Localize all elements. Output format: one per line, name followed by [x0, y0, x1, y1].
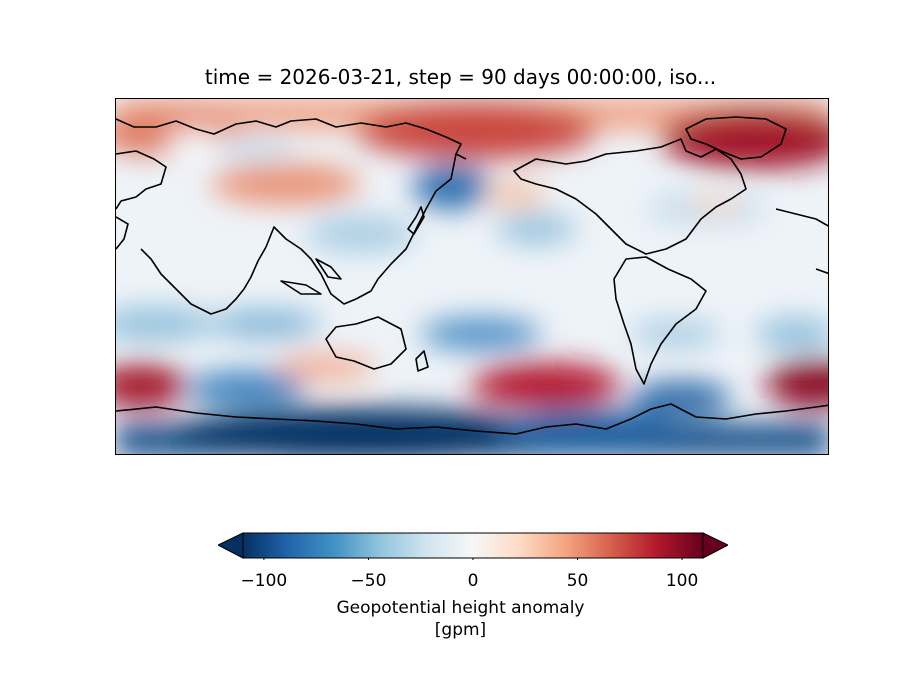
australia-coast: [325, 316, 407, 370]
anomaly-map: [116, 99, 828, 454]
colorbar-extend-min: [216, 532, 244, 559]
coastlines: [116, 116, 828, 435]
south-indian-negative-patch: [211, 310, 321, 338]
asia-positive-anomaly: [211, 164, 361, 204]
subtropic-negative-patch: [496, 215, 576, 243]
arctic-positive-anomaly: [356, 103, 596, 159]
australia-positive-patch: [276, 355, 376, 379]
sumatra-coast: [280, 280, 322, 295]
africa-north-coast: [775, 208, 828, 227]
plot-title: time = 2026-03-21, step = 90 days 00:00:…: [204, 65, 717, 89]
north-pacific-positive-patch: [486, 180, 546, 208]
colorbar-tick-label: 0: [467, 571, 479, 591]
japan-coast: [407, 206, 425, 235]
asia-negative-patch: [216, 135, 296, 163]
eurasia-north-coast: [116, 118, 467, 160]
south-atlantic-negative-patch: [756, 318, 828, 350]
south-asia-coast: [140, 248, 245, 315]
north-pacific-negative-anomaly: [413, 165, 489, 209]
ross-sea-negative: [496, 409, 676, 449]
north-america-coast: [513, 138, 747, 255]
south-pacific-positive-anomaly: [471, 363, 621, 407]
south-indian-ocean-negative: [186, 371, 306, 407]
asia-east-coast: [243, 153, 457, 305]
africa-west-bulge: [815, 268, 828, 275]
south-pacific-negative-patch: [421, 318, 541, 350]
europe-west-coast: [116, 150, 167, 210]
colorbar-extend-max: [702, 532, 730, 559]
north-atlantic-positive-patch: [691, 194, 741, 214]
colorbar: [216, 530, 730, 560]
antarctica-coast: [116, 403, 828, 435]
small-neutral-patch: [166, 130, 226, 158]
colorbar-svg: [216, 532, 730, 560]
colorbar-tick-label: 50: [566, 571, 589, 591]
colorbar-tick-label: −100: [240, 571, 288, 591]
colorbar-ticks: [263, 558, 683, 560]
mediterranean-coast: [116, 216, 129, 250]
west-pacific-negative-patch: [306, 216, 416, 252]
colorbar-unit: [gpm]: [434, 620, 487, 640]
greenland-positive-anomaly: [661, 109, 828, 169]
anomaly-field: [116, 99, 828, 454]
indian-negative-patch: [116, 308, 216, 340]
south-america-negative-patch: [631, 320, 721, 348]
new-zealand-coast: [415, 350, 429, 372]
indonesia-coast: [315, 258, 342, 280]
antarctica-strong-negative: [166, 408, 566, 454]
greenland-coast: [685, 116, 787, 160]
colorbar-tick-label: 100: [665, 571, 699, 591]
colorbar-label: Geopotential height anomaly: [336, 598, 585, 618]
colorbar-gradient: [242, 532, 704, 559]
south-atlantic-positive-anomaly-west: [116, 364, 186, 408]
colorbar-tick-label: −50: [350, 571, 387, 591]
south-america-coast: [613, 256, 707, 385]
map-axes: [115, 98, 829, 455]
south-atlantic-positive-anomaly-east: [766, 360, 828, 408]
